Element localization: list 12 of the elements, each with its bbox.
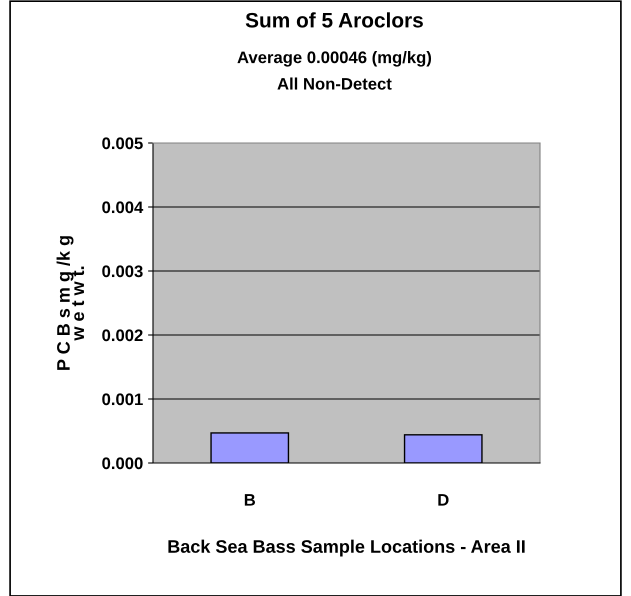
y-tick-label: 0.002 — [102, 329, 143, 342]
chart-title: Sum of 5 Aroclors — [246, 12, 423, 28]
x-axis-title: Back Sea Bass Sample Locations - Area II — [168, 540, 525, 556]
y-tick-label: 0.003 — [102, 265, 143, 278]
x-tick-label: B — [244, 494, 256, 506]
y-tick-label: 0.000 — [102, 457, 143, 470]
y-tick-label: 0.004 — [102, 201, 144, 214]
y-tick-label: 0.001 — [102, 393, 143, 406]
y-axis-title: P C B s m g /k g w e t w t. — [56, 236, 84, 370]
y-tick-label: 0.005 — [102, 137, 143, 150]
x-tick-label: D — [438, 494, 449, 506]
chart-subtitle: Average 0.00046 (mg/kg) All Non-Detect — [237, 50, 432, 90]
